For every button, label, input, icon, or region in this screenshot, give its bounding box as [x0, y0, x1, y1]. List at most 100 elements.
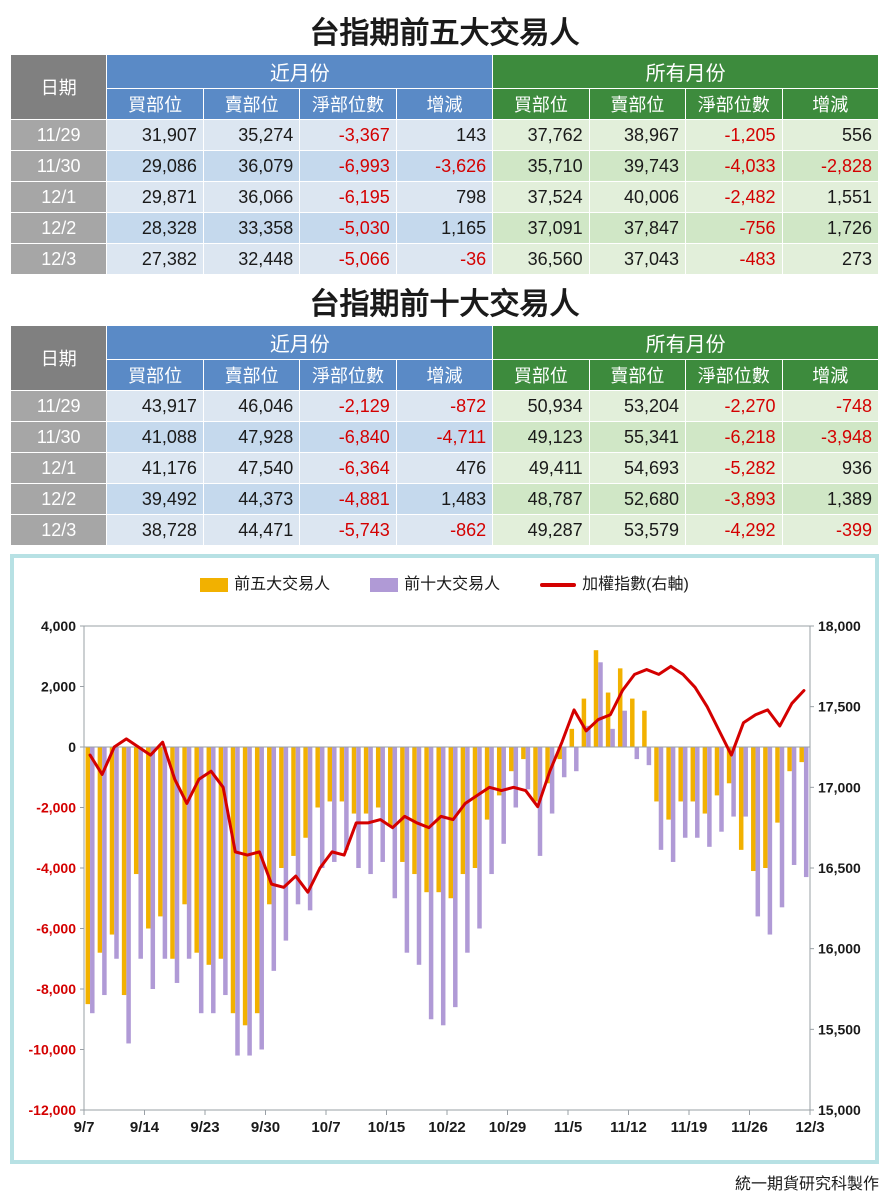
svg-text:11/5: 11/5 — [554, 1119, 582, 1136]
table-cell: -2,270 — [686, 391, 782, 422]
table-cell: 1,483 — [396, 484, 492, 515]
table-cell: 143 — [396, 120, 492, 151]
table-row: 12/129,87136,066-6,19579837,52440,006-2,… — [11, 182, 879, 213]
svg-text:2,000: 2,000 — [41, 679, 76, 695]
col-all-change: 增減 — [782, 89, 879, 120]
col-all-buy: 買部位 — [493, 360, 589, 391]
title-top5: 台指期前五大交易人 — [10, 8, 879, 52]
table-cell: 798 — [396, 182, 492, 213]
table-cell: -3,626 — [396, 151, 492, 182]
table-cell: -756 — [686, 213, 782, 244]
table-top5: 日期近月份所有月份買部位賣部位淨部位數增減買部位賣部位淨部位數增減 11/293… — [10, 54, 879, 275]
title-top10: 台指期前十大交易人 — [10, 279, 879, 323]
col-near-change: 增減 — [396, 89, 492, 120]
table-cell: 936 — [782, 453, 879, 484]
table-cell: -4,711 — [396, 422, 492, 453]
table-cell: -5,030 — [300, 213, 396, 244]
table-cell: -2,129 — [300, 391, 396, 422]
table-cell: 47,928 — [203, 422, 299, 453]
col-all-net: 淨部位數 — [686, 360, 782, 391]
svg-text:9/23: 9/23 — [190, 1119, 219, 1136]
table-cell: 41,088 — [107, 422, 203, 453]
table-cell: 38,967 — [589, 120, 685, 151]
table-cell: -6,364 — [300, 453, 396, 484]
cell-date: 11/30 — [11, 422, 107, 453]
cell-date: 11/29 — [11, 391, 107, 422]
table-cell: -483 — [686, 244, 782, 275]
table-row: 11/3041,08847,928-6,840-4,71149,12355,34… — [11, 422, 879, 453]
cell-date: 12/1 — [11, 182, 107, 213]
col-all-sell: 賣部位 — [589, 89, 685, 120]
svg-text:17,500: 17,500 — [818, 699, 861, 715]
colgroup-all: 所有月份 — [493, 326, 879, 360]
table-cell: -3,367 — [300, 120, 396, 151]
table-cell: -5,282 — [686, 453, 782, 484]
svg-text:-12,000: -12,000 — [29, 1102, 77, 1118]
col-near-net: 淨部位數 — [300, 360, 396, 391]
chart-legend: 前五大交易人 前十大交易人 加權指數(右軸) — [18, 570, 871, 594]
svg-text:10/7: 10/7 — [311, 1119, 340, 1136]
table-cell: 36,560 — [493, 244, 589, 275]
table-top5-header: 日期近月份所有月份買部位賣部位淨部位數增減買部位賣部位淨部位數增減 — [11, 55, 879, 120]
table-cell: 48,787 — [493, 484, 589, 515]
table-row: 11/2931,90735,274-3,36714337,76238,967-1… — [11, 120, 879, 151]
table-cell: 50,934 — [493, 391, 589, 422]
table-cell: -6,218 — [686, 422, 782, 453]
svg-text:4,000: 4,000 — [41, 618, 76, 634]
col-near-change: 增減 — [396, 360, 492, 391]
table-cell: 53,204 — [589, 391, 685, 422]
table-cell: 29,871 — [107, 182, 203, 213]
table-cell: 31,907 — [107, 120, 203, 151]
col-all-buy: 買部位 — [493, 89, 589, 120]
table-cell: -862 — [396, 515, 492, 546]
table-cell: 27,382 — [107, 244, 203, 275]
table-cell: 1,551 — [782, 182, 879, 213]
table-row: 12/141,17647,540-6,36447649,41154,693-5,… — [11, 453, 879, 484]
table-cell: -6,840 — [300, 422, 396, 453]
table-cell: 36,066 — [203, 182, 299, 213]
table-cell: -3,893 — [686, 484, 782, 515]
table-cell: 28,328 — [107, 213, 203, 244]
legend-index: 加權指數(右軸) — [540, 570, 689, 594]
colgroup-near: 近月份 — [107, 326, 493, 360]
table-cell: 55,341 — [589, 422, 685, 453]
table-cell: 36,079 — [203, 151, 299, 182]
table-top10-header: 日期近月份所有月份買部位賣部位淨部位數增減買部位賣部位淨部位數增減 — [11, 326, 879, 391]
col-near-sell: 賣部位 — [203, 89, 299, 120]
legend-top10: 前十大交易人 — [370, 570, 500, 594]
table-cell: 37,762 — [493, 120, 589, 151]
table-cell: -36 — [396, 244, 492, 275]
legend-top5: 前五大交易人 — [200, 570, 330, 594]
table-cell: -6,993 — [300, 151, 396, 182]
table-cell: -5,066 — [300, 244, 396, 275]
col-date: 日期 — [11, 326, 107, 391]
table-cell: 37,043 — [589, 244, 685, 275]
col-all-sell: 賣部位 — [589, 360, 685, 391]
cell-date: 12/3 — [11, 515, 107, 546]
table-cell: 47,540 — [203, 453, 299, 484]
table-top10-body: 11/2943,91746,046-2,129-87250,93453,204-… — [11, 391, 879, 546]
table-cell: -4,881 — [300, 484, 396, 515]
cell-date: 12/2 — [11, 213, 107, 244]
table-cell: 39,743 — [589, 151, 685, 182]
credit: 統一期貨研究科製作 — [10, 1170, 879, 1194]
table-top10: 日期近月份所有月份買部位賣部位淨部位數增減買部位賣部位淨部位數增減 11/294… — [10, 325, 879, 546]
table-cell: 49,411 — [493, 453, 589, 484]
svg-text:9/14: 9/14 — [130, 1119, 160, 1136]
table-cell: 33,358 — [203, 213, 299, 244]
table-cell: -5,743 — [300, 515, 396, 546]
table-cell: -4,292 — [686, 515, 782, 546]
svg-text:-6,000: -6,000 — [36, 921, 76, 937]
table-top5-body: 11/2931,90735,274-3,36714337,76238,967-1… — [11, 120, 879, 275]
table-cell: 54,693 — [589, 453, 685, 484]
col-near-sell: 賣部位 — [203, 360, 299, 391]
svg-text:9/30: 9/30 — [251, 1119, 280, 1136]
table-cell: -2,482 — [686, 182, 782, 213]
svg-text:10/22: 10/22 — [428, 1119, 466, 1136]
table-row: 12/228,32833,358-5,0301,16537,09137,847-… — [11, 213, 879, 244]
table-row: 12/327,38232,448-5,066-3636,56037,043-48… — [11, 244, 879, 275]
table-cell: 476 — [396, 453, 492, 484]
colgroup-near: 近月份 — [107, 55, 493, 89]
svg-text:10/29: 10/29 — [489, 1119, 527, 1136]
col-all-change: 增減 — [782, 360, 879, 391]
